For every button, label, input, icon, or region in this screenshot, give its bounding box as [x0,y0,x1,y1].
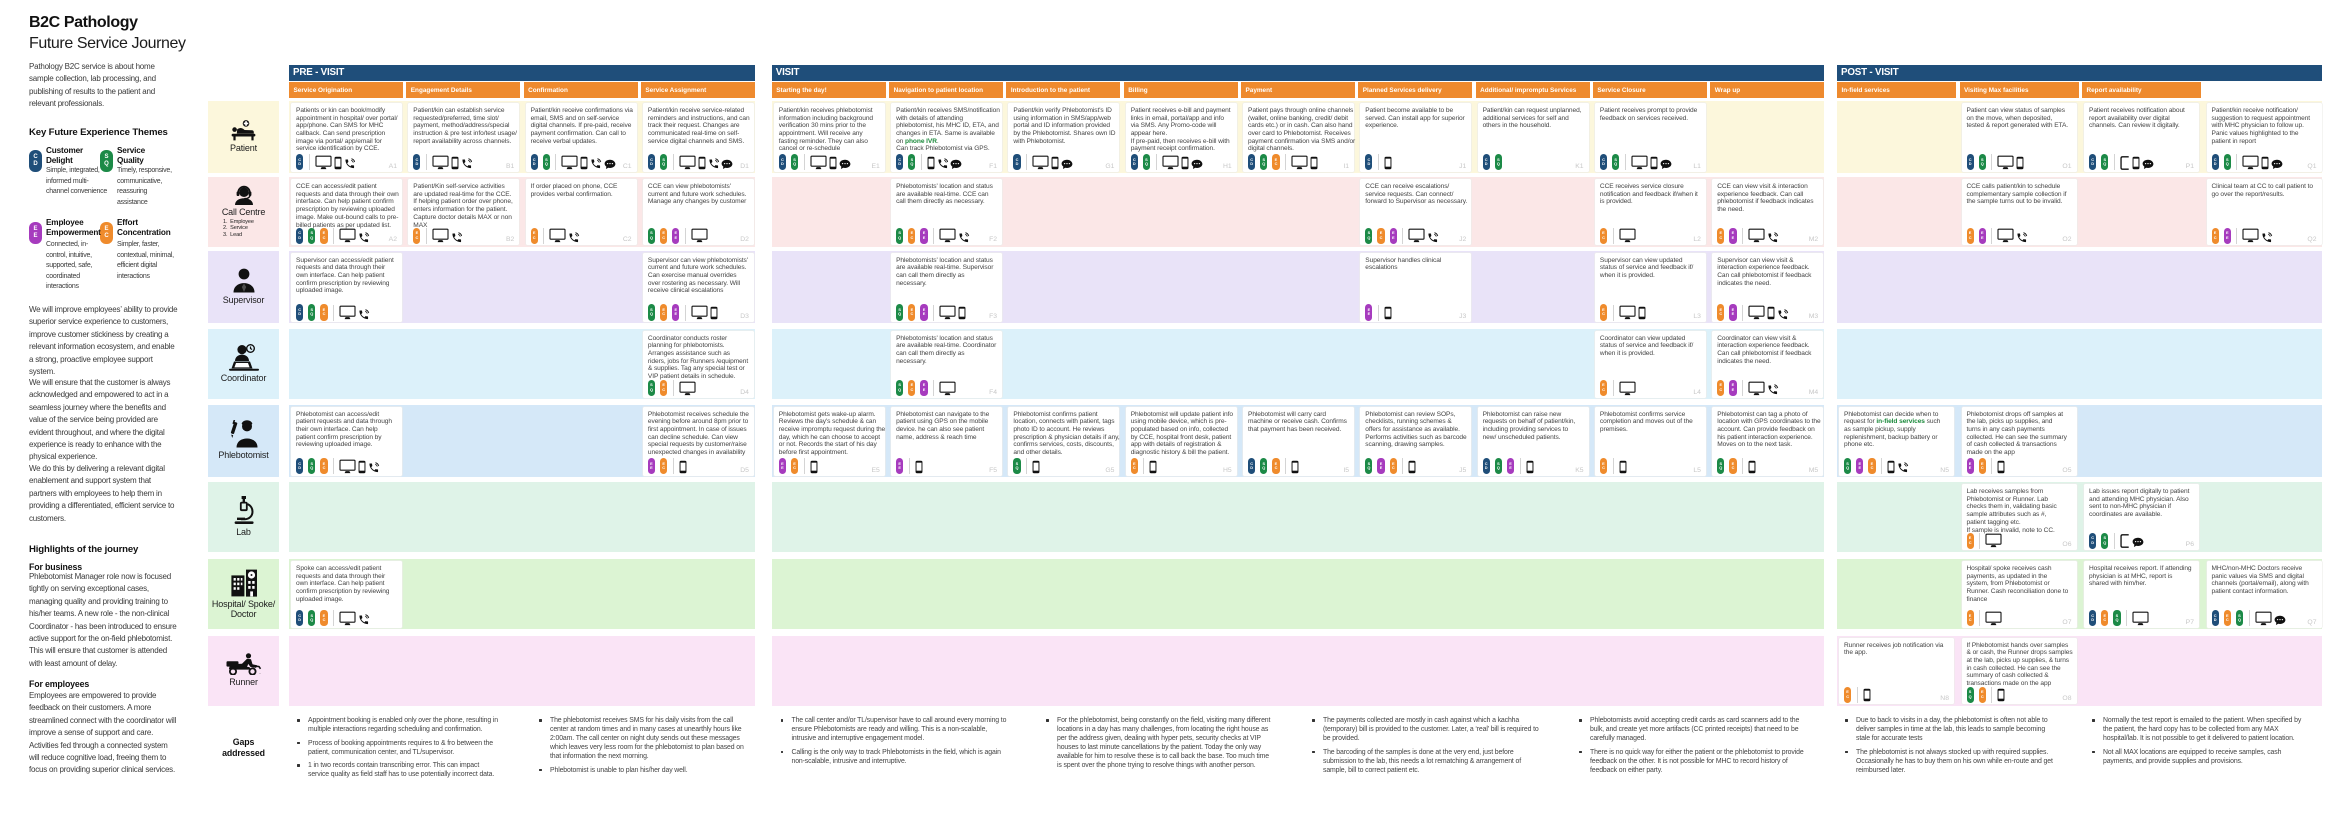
svg-text:..: .. [259,670,261,675]
